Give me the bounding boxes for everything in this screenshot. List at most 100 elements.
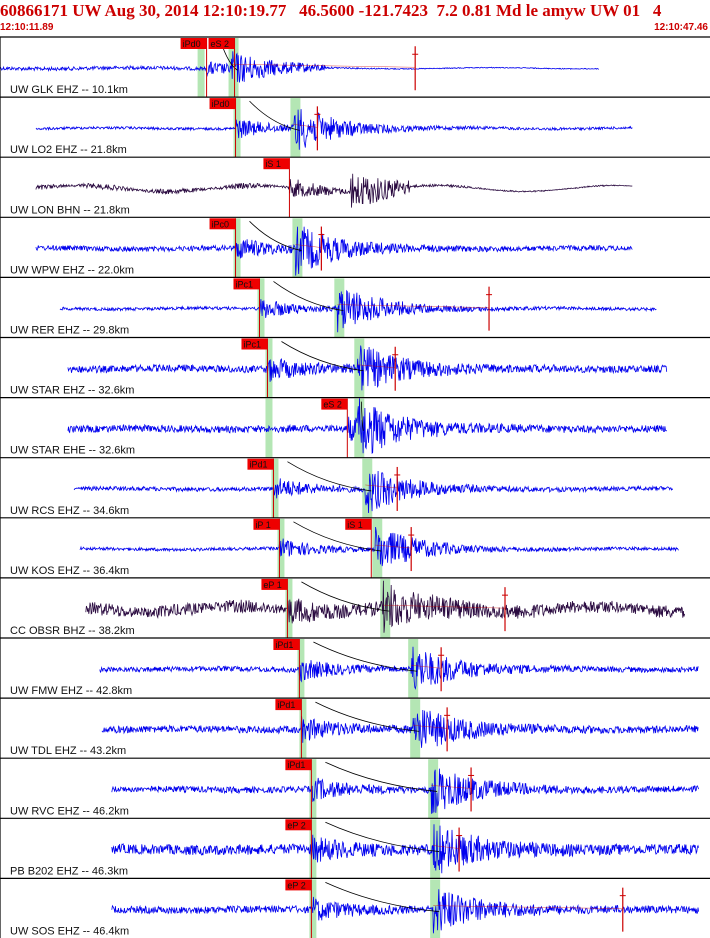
phase-pick-box: [285, 819, 312, 831]
phase-pick-label: iP 1: [255, 520, 270, 530]
phase-pick-box: [241, 338, 268, 350]
coda-envelope: [431, 785, 472, 789]
phase-pick-box: [253, 518, 280, 530]
phase-pick-box: [263, 158, 290, 170]
channel-label: UW RVC EHZ -- 46.2km: [10, 805, 129, 817]
phase-pick-label: iPd0: [212, 99, 230, 109]
channel-label: UW LO2 EHZ -- 21.8km: [10, 144, 127, 156]
phase-pick-box: [285, 879, 312, 891]
s-window-band: [292, 218, 303, 278]
waveform-trace: [67, 345, 668, 391]
p-window-band: [197, 38, 205, 98]
waveform-trace: [35, 109, 633, 150]
s-window-band: [228, 38, 239, 98]
channel-row: iPc1 UW RER EHZ -- 29.8km: [0, 276, 710, 338]
travel-time-curve: [301, 581, 390, 612]
channel-row: iPc0 UW WPW EHZ -- 22.0km: [0, 216, 710, 278]
travel-time-curve: [325, 761, 438, 792]
channel-label: PB B202 EHZ -- 46.3km: [10, 865, 128, 877]
coda-envelope: [413, 725, 448, 729]
channel-label: UW SOS EHZ -- 46.4km: [10, 926, 129, 938]
phase-pick-box: [209, 218, 236, 230]
channel-row: eS 2 UW STAR EHE -- 32.6km: [0, 397, 710, 458]
channel-label: UW KOS EHZ -- 36.4km: [10, 565, 129, 577]
coda-envelope: [337, 304, 490, 308]
phase-pick-box: [208, 38, 235, 49]
channel-row: iPd1 UW FMW EHZ -- 42.8km: [0, 637, 710, 699]
coda-envelope: [433, 905, 623, 909]
phase-pick-label: iPc1: [235, 279, 253, 289]
phase-pick-box: [321, 398, 348, 410]
phase-pick-label: iPc0: [212, 219, 230, 229]
channel-label: UW WPW EHZ -- 22.0km: [10, 264, 134, 276]
channel-label: UW RER EHZ -- 29.8km: [10, 325, 129, 337]
phase-pick-box: [345, 518, 372, 530]
channel-row: eP 1 CC OBSR BHZ -- 38.2km: [0, 577, 710, 638]
channel-row: iPd1 UW RCS EHZ -- 34.6km: [0, 457, 710, 518]
channel-label: CC OBSR BHZ -- 38.2km: [10, 625, 135, 637]
coda-envelope: [411, 665, 442, 669]
travel-time-curve: [273, 281, 344, 312]
coda-envelope: [295, 244, 322, 248]
travel-time-curve: [325, 882, 440, 913]
phase-pick-label: iPd0: [183, 39, 201, 49]
coda-envelope: [357, 364, 396, 369]
p-window-band: [309, 759, 317, 819]
waveform-trace: [35, 173, 633, 208]
travel-time-curve: [249, 221, 302, 251]
phase-pick-box: [209, 98, 236, 110]
p-window-band: [265, 338, 273, 398]
phase-pick-label: eP 1: [263, 580, 281, 590]
s-window-band: [430, 819, 441, 879]
p-window-band: [297, 639, 305, 699]
coda-envelope: [433, 845, 460, 849]
travel-time-curve: [315, 701, 420, 732]
channel-row: iPd0 UW LO2 EHZ -- 21.8km: [0, 96, 710, 158]
coda-envelope: [365, 484, 398, 489]
phase-pick-label: eP 2: [287, 820, 305, 830]
channel-row: iS 1 UW LON BHN -- 21.8km: [0, 156, 710, 218]
travel-time-curve: [325, 821, 440, 852]
channel-label: UW LON BHN -- 21.8km: [10, 204, 130, 216]
coda-envelope: [383, 604, 506, 609]
p-window-band: [257, 278, 265, 338]
channel-row: iPd1 UW RVC EHZ -- 46.2km: [0, 757, 710, 819]
channel-label: UW GLK EHZ -- 10.1km: [10, 84, 128, 96]
waveform-trace: [0, 51, 600, 83]
channel-row: iPd0 eS 2 UW GLK EHZ -- 10.1km: [0, 36, 710, 98]
coda-envelope: [231, 64, 416, 68]
channel-label: UW TDL EHZ -- 43.2km: [10, 745, 126, 757]
phase-pick-label: eS 2: [211, 39, 230, 49]
waveform-trace: [35, 226, 633, 276]
travel-time-curve: [287, 461, 372, 492]
p-window-band: [285, 578, 293, 638]
channel-row: iPc1 UW STAR EHZ -- 32.6km: [0, 336, 710, 398]
travel-time-curve: [249, 100, 300, 131]
phase-pick-label: iPd1: [287, 760, 305, 770]
phase-pick-label: eP 2: [287, 880, 305, 890]
phase-pick-label: iPd1: [275, 640, 293, 650]
phase-pick-label: iPd1: [277, 700, 295, 710]
phase-pick-box: [273, 639, 300, 650]
phase-pick-box: [285, 759, 312, 771]
waveform-trace: [111, 889, 699, 934]
channel-label: UW STAR EHE -- 32.6km: [10, 445, 135, 457]
waveform-trace: [79, 526, 679, 567]
phase-pick-label: eS 2: [323, 400, 342, 410]
phase-pick-label: iS 1: [265, 159, 281, 169]
travel-time-curve: [360, 401, 364, 431]
channel-label: UW STAR EHZ -- 32.6km: [10, 385, 134, 397]
waveform-trace: [111, 768, 699, 814]
event-title: 60866171 UW Aug 30, 2014 12:10:19.77 46.…: [0, 1, 662, 20]
s-window-band: [430, 879, 441, 938]
p-window-band: [233, 98, 241, 158]
waveform-trace: [111, 824, 699, 874]
end-time-label: 12:10:47.46: [654, 22, 708, 33]
waveform-trace: [99, 646, 699, 690]
phase-pick-label: iPc1: [243, 340, 261, 350]
phase-pick-label: iPd1: [249, 460, 267, 470]
channel-label: UW FMW EHZ -- 42.8km: [10, 685, 132, 697]
travel-time-curve: [313, 641, 418, 672]
waveform-trace: [59, 289, 657, 333]
